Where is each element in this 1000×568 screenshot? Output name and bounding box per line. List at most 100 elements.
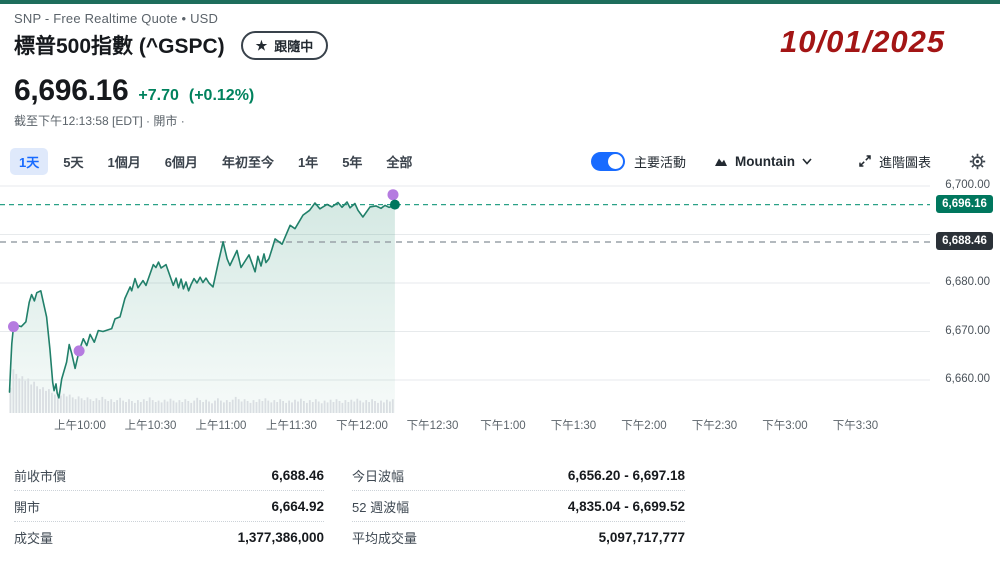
page-title: 標普500指數 (^GSPC) [14,35,225,58]
volume-bar [279,399,282,413]
price-change-percent: (+0.12%) [188,87,255,104]
volume-bar [27,378,30,413]
volume-bar [267,400,270,413]
stat-row: 平均成交量 5,097,717,777 [352,522,685,552]
chart-type-select[interactable]: Mountain [714,154,812,169]
volume-bar [45,390,47,413]
x-axis-label: 下午3:30 [832,420,879,432]
range-tab-全部[interactable]: 全部 [386,154,413,170]
volume-bar [148,397,151,413]
previous-close-badge: 6,688.46 [936,231,993,250]
stat-row: 前收市價 6,688.46 [14,460,324,491]
volume-bar [160,402,163,413]
volume-bar [163,399,166,413]
price-chart[interactable]: 6,700.00 6,680.00 6,670.00 6,660.00 6,696.16… [0,179,1000,435]
toggle-knob [607,153,623,169]
y-axis-label: 6,680.00 [945,276,990,288]
chart-type-label: Mountain [734,153,795,169]
volume-bar [389,401,391,413]
volume-bar [83,400,86,413]
volume-bar [187,401,190,413]
volume-bar [184,399,187,413]
volume-bar [225,400,228,413]
volume-bar [362,402,365,413]
volume-bar [62,393,65,413]
volume-bar [329,399,332,413]
volume-bar [128,399,130,413]
stats-column-right: 今日波幅 6,656.20 - 6,697.18 52 週波幅 4,835.04 - … [352,460,685,552]
volume-bar [39,389,41,413]
volume-bar [223,402,225,413]
range-tab-6個月[interactable]: 6個月 [164,154,198,170]
stat-row: 開市 6,664.92 [14,491,324,522]
volume-bar [353,401,356,413]
price-line [8,201,396,399]
current-price-dot [389,199,400,210]
volume-bar [24,380,27,413]
volume-bar [178,400,181,413]
settings-button[interactable] [969,153,986,170]
volume-bar [391,399,394,413]
volume-bar [371,399,373,413]
volume-bar [21,376,24,413]
stat-value: 6,656.20 - 6,697.18 [567,467,685,483]
key-events-toggle[interactable] [590,151,625,171]
volume-bar [142,399,145,413]
star-icon: ★ [255,37,268,53]
x-axis-label: 下午1:30 [550,420,597,432]
stat-label: 今日波幅 [352,468,405,484]
range-tab-1天[interactable]: 1天 [10,147,49,175]
volume-bar [320,403,323,413]
title-row: 標普500指數 (^GSPC) ★ 跟隨中 [14,30,329,60]
range-tab-1個月[interactable]: 1個月 [107,154,141,170]
volume-bar [383,402,385,413]
volume-bar [220,400,222,413]
date-annotation: 10/01/2025 [780,24,946,59]
volume-bar [51,392,53,413]
advanced-chart-button[interactable]: 進階圖表 [858,152,931,171]
range-tab-5天[interactable]: 5天 [63,154,84,170]
volume-bar [240,401,243,413]
volume-bar [243,399,246,413]
range-tab-1年[interactable]: 1年 [297,154,319,170]
volume-bar [344,400,347,413]
volume-bar [234,396,237,413]
volume-bar [9,387,12,413]
range-tab-年初至今[interactable]: 年初至今 [221,154,274,170]
volume-bar [77,396,80,413]
range-tab-5年[interactable]: 5年 [342,154,363,170]
follow-button[interactable]: ★ 跟隨中 [240,30,329,60]
expand-icon [859,155,871,167]
volume-bar [36,386,38,413]
volume-bar [261,401,264,413]
volume-bar [237,399,240,413]
top-accent-bar [0,0,1000,4]
volume-bar [65,396,68,413]
volume-bar [172,400,175,413]
volume-bar [332,402,335,413]
volume-bar [255,402,258,413]
chart-canvas[interactable] [0,179,1000,435]
volume-bar [273,400,276,413]
volume-bar [101,396,104,413]
volume-bar [151,400,154,413]
volume-bar [71,397,74,413]
quote-meta: SNP - Free Realtime Quote • USD [14,11,219,26]
volume-bar [74,399,77,413]
current-price: 6,696.16 [14,74,129,107]
stat-value: 6,664.92 [271,498,324,514]
volume-bar [15,373,18,413]
volume-bar [104,399,107,413]
volume-bar [42,387,44,413]
volume-bar [139,402,142,413]
volume-bar [113,402,116,413]
volume-bar [217,398,219,413]
volume-bar [202,402,204,413]
volume-bar [228,402,231,413]
volume-bar [214,400,216,413]
volume-bar [288,400,290,413]
volume-bar [264,398,267,413]
volume-bar [338,401,341,413]
volume-bar [276,402,279,413]
volume-bar [33,381,35,413]
